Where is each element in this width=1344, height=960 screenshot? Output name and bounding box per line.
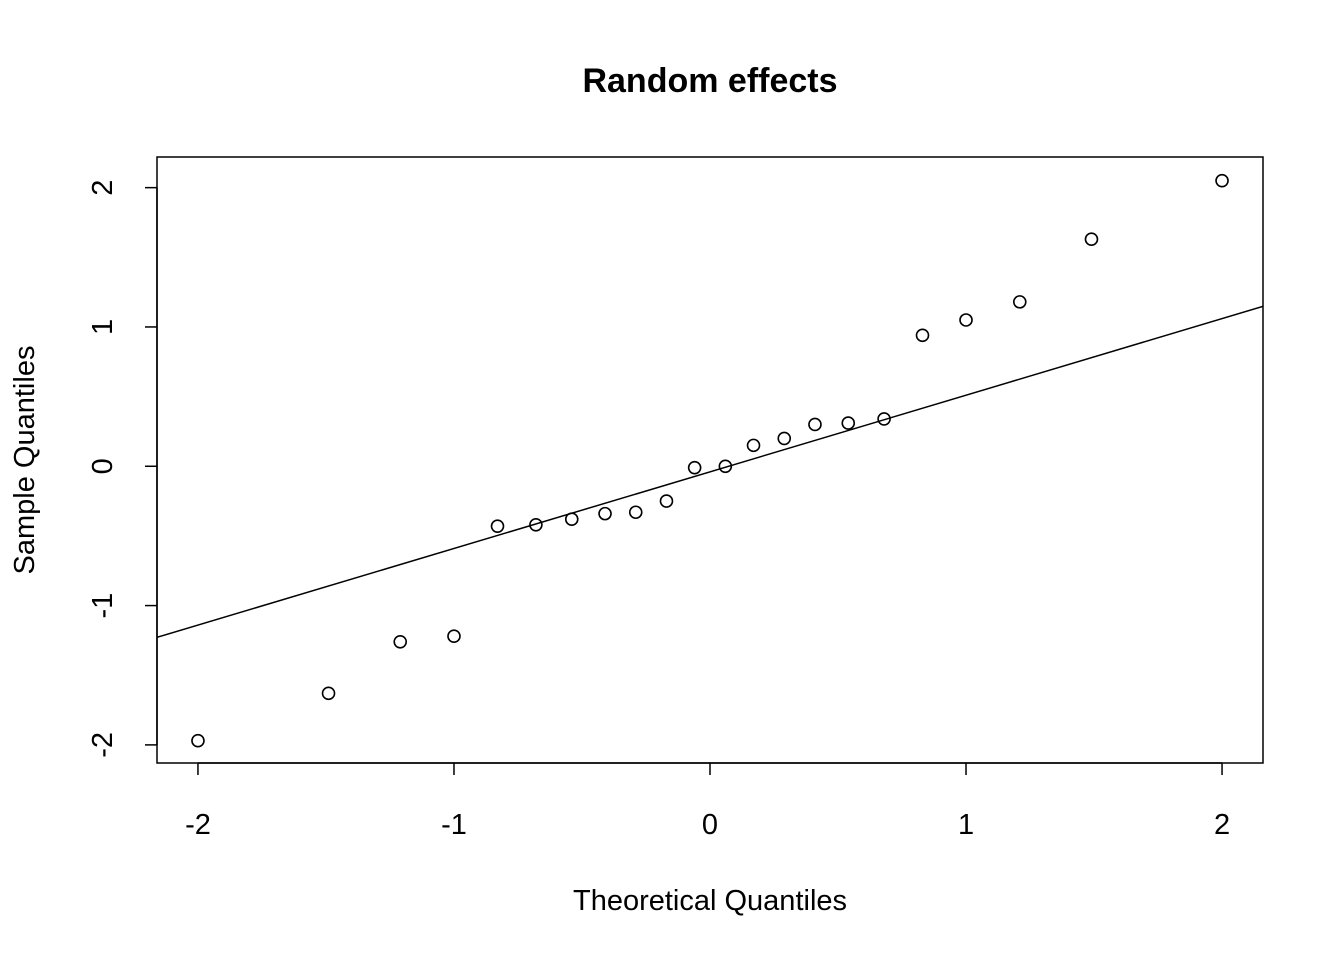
- y-tick-label: -1: [87, 593, 119, 619]
- data-point: [659, 494, 674, 508]
- y-tick-label: 2: [87, 180, 119, 196]
- data-point: [393, 634, 408, 649]
- data-point: [718, 459, 733, 474]
- chart-title: Random effects: [582, 62, 837, 100]
- data-point: [321, 686, 336, 701]
- data-point: [1215, 173, 1229, 188]
- data-point: [628, 505, 643, 520]
- data-point: [877, 412, 891, 426]
- y-tick-label: 0: [87, 458, 119, 474]
- x-tick-label: 0: [702, 809, 718, 841]
- y-axis-label: Sample Quantiles: [9, 346, 41, 575]
- data-point: [777, 431, 792, 446]
- data-point: [1084, 232, 1099, 246]
- x-axis-label: Theoretical Quantiles: [573, 885, 847, 917]
- x-tick-label: 2: [1214, 809, 1230, 841]
- plot-area: [157, 173, 1263, 748]
- y-tick-label: -2: [87, 732, 119, 758]
- plot-frame: [156, 156, 1264, 764]
- data-point: [598, 506, 612, 521]
- data-point: [564, 512, 579, 527]
- x-tick-label: -2: [185, 809, 211, 841]
- data-point: [841, 416, 856, 430]
- y-tick-label: 1: [87, 319, 119, 335]
- data-point: [959, 313, 973, 327]
- y-axis: -2 -1 0 1 2: [87, 180, 158, 758]
- data-point: [1012, 295, 1027, 309]
- data-point: [529, 517, 543, 532]
- data-point: [915, 328, 930, 343]
- data-point: [808, 417, 822, 432]
- data-point: [447, 629, 461, 644]
- data-point: [746, 438, 761, 453]
- qq-reference-line: [157, 305, 1263, 639]
- data-point: [490, 519, 505, 533]
- x-tick-label: 1: [958, 809, 974, 841]
- x-tick-label: -1: [441, 809, 467, 841]
- x-axis: -2 -1 0 1 2: [185, 762, 1230, 841]
- data-point: [687, 460, 702, 475]
- data-point: [191, 733, 205, 748]
